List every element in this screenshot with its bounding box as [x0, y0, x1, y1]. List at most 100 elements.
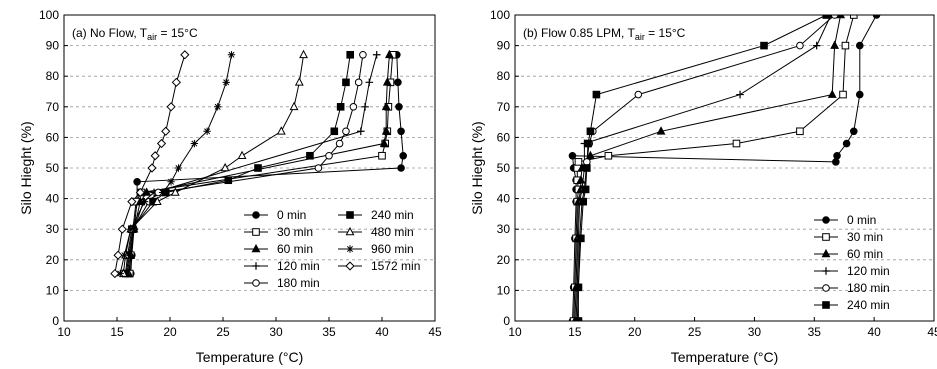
legend-marker — [252, 262, 260, 270]
data-point-30-min — [574, 158, 583, 166]
legend-label: 0 min — [847, 213, 876, 227]
data-point-1572-min — [110, 268, 120, 279]
data-point-0-min — [855, 41, 864, 50]
data-point-480-min — [289, 101, 299, 111]
legend-marker — [252, 228, 260, 236]
legend-item: 240 min — [814, 298, 890, 312]
legend-marker — [822, 233, 830, 241]
legend-marker — [345, 226, 355, 236]
series-layer — [568, 15, 881, 321]
data-point-240-min — [584, 139, 592, 148]
data-point-0-min — [133, 177, 141, 186]
data-point-180-min — [634, 90, 643, 99]
data-point-240-min — [254, 164, 262, 172]
legend-marker — [346, 245, 354, 253]
data-point-960-min — [167, 178, 175, 186]
data-point-960-min — [227, 51, 236, 59]
data-point-1572-min — [127, 197, 137, 207]
data-point-0-min — [849, 127, 858, 136]
data-point-240-min — [342, 78, 350, 87]
y-tick-label: 100 — [490, 8, 510, 22]
y-tick-label: 0 — [503, 314, 510, 328]
legend-item: 480 min — [338, 225, 414, 239]
data-point-960-min — [116, 269, 124, 278]
data-point-30-min — [839, 90, 847, 99]
data-point-0-min — [399, 151, 408, 160]
data-point-240-min — [583, 164, 591, 172]
series-line-1572-min — [114, 54, 186, 274]
data-point-180-min — [830, 15, 839, 19]
data-point-240-min — [586, 127, 595, 136]
data-point-120-min — [827, 15, 835, 19]
x-tick-label: 10 — [57, 325, 71, 339]
data-point-1572-min — [161, 126, 171, 136]
annotation-subscript: air — [147, 32, 157, 42]
y-axis-label: Silo Hieght (%) — [18, 121, 34, 214]
x-tick-label: 25 — [216, 325, 230, 339]
data-point-960-min — [140, 197, 149, 206]
data-point-180-min — [359, 50, 367, 59]
data-point-960-min — [174, 164, 183, 172]
y-tick-label: 70 — [497, 100, 511, 114]
legend: 0 min 30 min 60 min 120 min 180 min 240 min 48… — [244, 208, 420, 290]
x-tick-label: 20 — [163, 325, 177, 339]
y-tick-label: 0 — [52, 314, 59, 328]
legend-marker — [822, 216, 830, 224]
data-point-960-min — [222, 78, 230, 87]
x-tick-label: 15 — [110, 325, 124, 339]
series-line-120-min — [127, 54, 378, 274]
data-point-480-min — [276, 126, 286, 135]
data-point-1572-min — [147, 163, 157, 173]
legend-label: 480 min — [371, 225, 414, 239]
data-point-30-min — [796, 127, 804, 136]
data-point-60-min — [381, 101, 391, 111]
annotation-main: (b) Flow 0.85 LPM, T — [523, 26, 635, 40]
data-point-0-min — [855, 90, 864, 99]
data-point-1572-min — [171, 77, 181, 87]
x-tick-label: 10 — [508, 325, 522, 339]
y-tick-label: 80 — [46, 69, 60, 83]
legend-label: 0 min — [277, 208, 306, 222]
series-line-30-min — [129, 54, 394, 274]
data-point-120-min — [372, 50, 381, 59]
annotation-tail: = 15°C — [157, 26, 198, 40]
data-point-180-min — [354, 78, 363, 87]
data-point-120-min — [357, 127, 365, 136]
legend-label: 30 min — [847, 230, 883, 244]
annotation-subscript: air — [635, 32, 645, 42]
data-point-960-min — [203, 127, 211, 135]
data-point-60-min — [379, 138, 389, 147]
data-point-60-min — [576, 175, 586, 184]
x-axis-label: Temperature (°C) — [196, 349, 304, 365]
y-tick-label: 10 — [46, 283, 60, 297]
panel-a-no-flow: 10 15 20 25 30 35 40 450102030405060708090100Te… — [18, 8, 442, 365]
y-tick-label: 90 — [46, 39, 60, 53]
legend-item: 30 min — [244, 225, 313, 239]
data-point-1572-min — [156, 138, 167, 149]
data-point-60-min — [827, 89, 837, 98]
panel-annotation: (a) No Flow, Tair = 15°C — [72, 26, 198, 42]
series-line-0-min — [130, 54, 404, 274]
legend-label: 960 min — [371, 242, 414, 256]
series-line-480-min — [122, 54, 305, 274]
data-point-30-min — [378, 151, 386, 160]
data-point-480-min — [294, 77, 304, 86]
x-tick-label: 20 — [628, 325, 642, 339]
x-tick-label: 40 — [867, 325, 881, 339]
legend-item: 60 min — [244, 242, 313, 256]
legend-item: 960 min — [338, 242, 414, 256]
data-point-480-min — [237, 150, 247, 160]
legend-item: 60 min — [814, 247, 883, 261]
x-tick-label: 35 — [808, 325, 822, 339]
legend-marker — [346, 211, 354, 219]
data-point-1572-min — [150, 151, 160, 161]
series-line-240-min — [125, 54, 351, 274]
data-point-0-min — [397, 164, 405, 172]
series-line-60-min — [574, 15, 842, 321]
legend-item: 0 min — [814, 213, 876, 227]
data-point-60-min — [142, 187, 152, 196]
data-point-60-min — [585, 150, 595, 160]
legend-label: 30 min — [277, 225, 313, 239]
data-point-120-min — [365, 78, 374, 87]
